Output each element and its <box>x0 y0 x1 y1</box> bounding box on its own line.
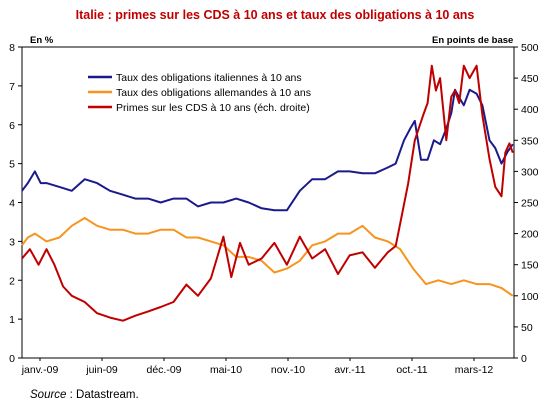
right-tick-label: 150 <box>521 260 539 272</box>
x-tick-label: avr.-11 <box>334 364 365 376</box>
right-tick-label: 100 <box>521 291 539 303</box>
x-tick-label: mars-12 <box>455 364 494 376</box>
series-line-1 <box>21 88 514 212</box>
source-note: Source : Datastream. <box>30 389 139 401</box>
right-tick-label: 50 <box>521 322 533 334</box>
right-tick-label: 350 <box>521 135 539 147</box>
left-tick-label: 8 <box>9 42 15 54</box>
left-tick-label: 3 <box>9 236 15 248</box>
right-tick-label: 250 <box>521 198 539 210</box>
x-tick-label: mai-10 <box>210 364 242 376</box>
left-axis-unit: En % <box>30 35 54 46</box>
x-tick-label: nov.-10 <box>271 364 305 376</box>
chart-title: Italie : primes sur les CDS à 10 ans et … <box>75 8 475 22</box>
left-tick-label: 7 <box>9 81 15 93</box>
left-tick-label: 2 <box>9 275 15 287</box>
x-tick-label: juin-09 <box>85 364 118 376</box>
x-tick-label: déc.-09 <box>146 364 181 376</box>
series-line-2 <box>21 217 514 297</box>
series-line-3 <box>21 64 514 322</box>
x-tick-label: oct.-11 <box>396 364 427 376</box>
left-tick-label: 1 <box>9 314 15 326</box>
right-tick-label: 0 <box>521 353 527 365</box>
legend-label-3: Primes sur les CDS à 10 ans (éch. droite… <box>116 102 310 114</box>
right-tick-label: 500 <box>521 42 539 54</box>
left-tick-label: 4 <box>9 198 15 210</box>
left-tick-label: 5 <box>9 159 15 171</box>
source-prefix: Source <box>30 389 67 401</box>
left-tick-label: 0 <box>9 353 15 365</box>
legend-label-1: Taux des obligations italiennes à 10 ans <box>116 72 302 84</box>
left-tick-label: 6 <box>9 120 15 132</box>
x-tick-label: janv.-09 <box>21 364 59 376</box>
right-tick-label: 200 <box>521 229 539 241</box>
legend-label-2: Taux des obligations allemandes à 10 ans <box>116 87 311 99</box>
right-tick-label: 450 <box>521 73 539 85</box>
right-axis-unit: En points de base <box>432 35 514 46</box>
right-tick-label: 400 <box>521 104 539 116</box>
right-tick-label: 300 <box>521 166 539 178</box>
source-text: : Datastream. <box>66 389 139 401</box>
